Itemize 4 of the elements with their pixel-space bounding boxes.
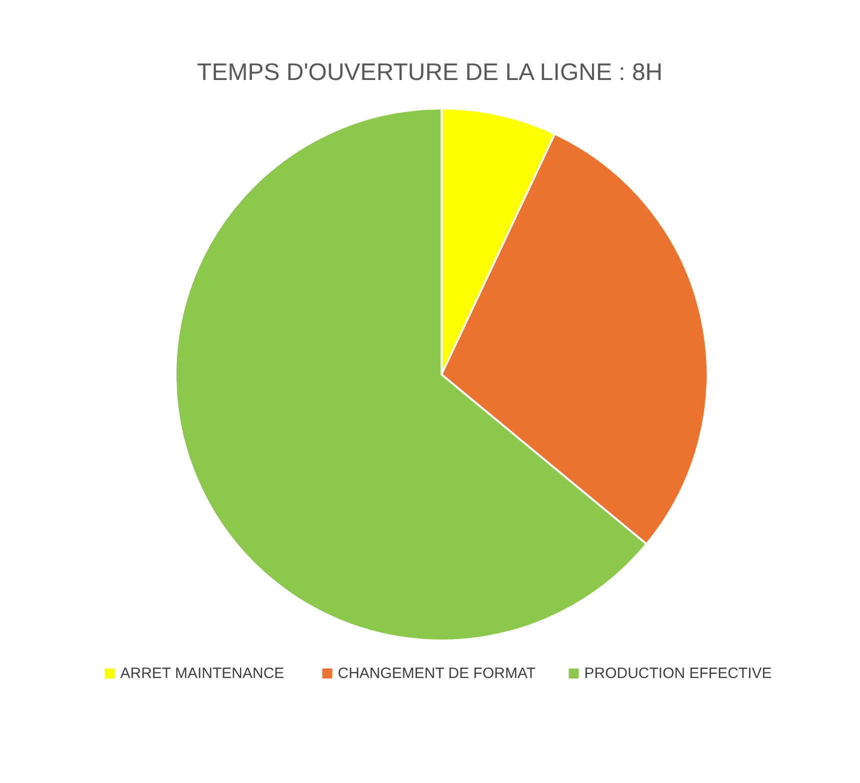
legend-label: PRODUCTION EFFECTIVE xyxy=(584,665,772,682)
legend-label: CHANGEMENT DE FORMAT xyxy=(338,665,536,682)
chart-title: TEMPS D'OUVERTURE DE LA LIGNE : 8H xyxy=(197,59,663,86)
legend-label: ARRET MAINTENANCE xyxy=(120,665,284,682)
